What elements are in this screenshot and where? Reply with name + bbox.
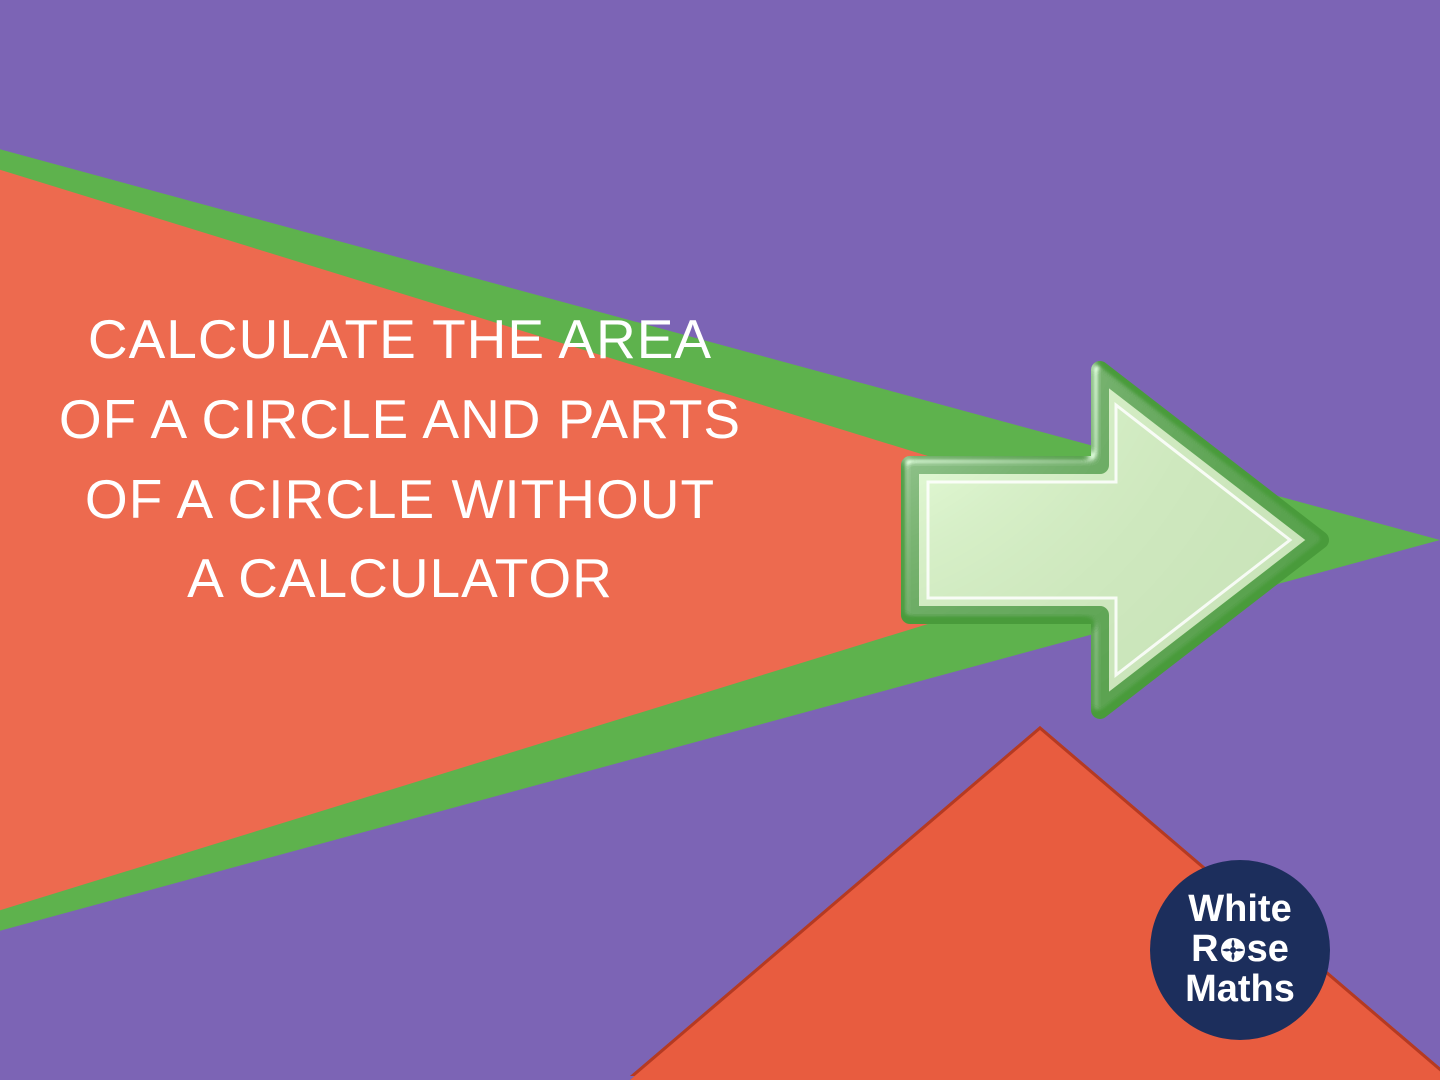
logo-line-2: R se <box>1191 930 1289 970</box>
logo-line-3: Maths <box>1185 970 1295 1010</box>
title-line-2: OF A CIRCLE AND PARTS <box>30 380 770 460</box>
slide-title: CALCULATE THE AREA OF A CIRCLE AND PARTS… <box>30 300 770 619</box>
logo-line-1: White <box>1188 890 1291 930</box>
rose-icon <box>1219 930 1247 970</box>
title-line-1: CALCULATE THE AREA <box>30 300 770 380</box>
title-line-3: OF A CIRCLE WITHOUT <box>30 460 770 540</box>
title-line-4: A CALCULATOR <box>30 539 770 619</box>
slide-canvas: CALCULATE THE AREA OF A CIRCLE AND PARTS… <box>0 0 1440 1080</box>
arrow-right-icon <box>890 350 1340 730</box>
white-rose-maths-logo: White R se Maths <box>1150 860 1330 1040</box>
